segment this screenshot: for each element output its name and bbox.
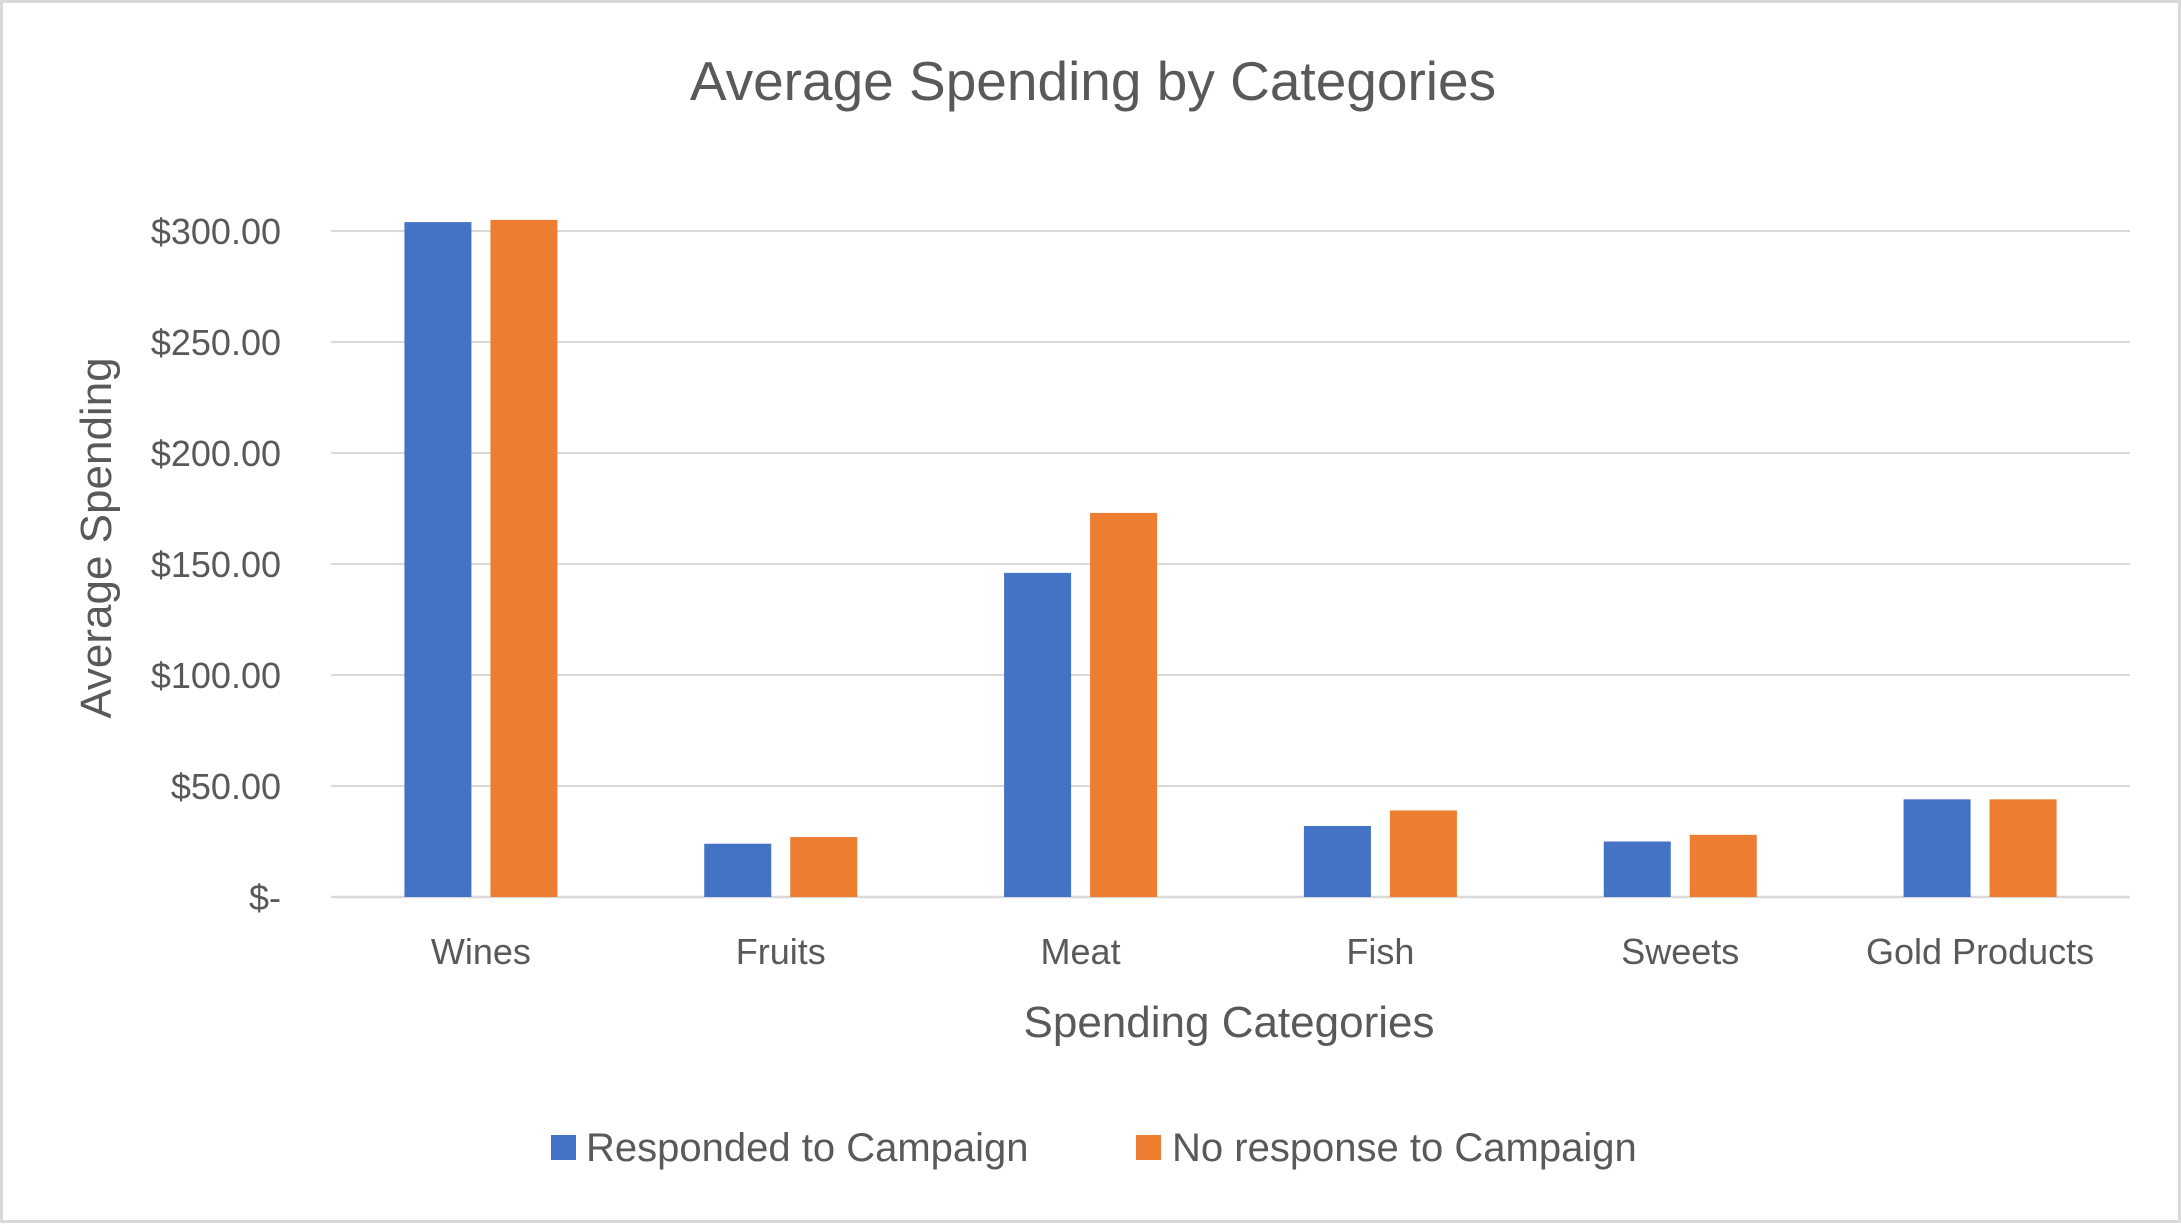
bar-fish-no-response xyxy=(1389,810,1457,897)
y-tick-label: $150.00 xyxy=(151,544,281,585)
legend-label: Responded to Campaign xyxy=(586,1126,1029,1170)
x-tick-labels: Wines Fruits Meat Fish Sweets Gold Products xyxy=(431,931,2094,972)
legend-swatch-no-response xyxy=(1136,1135,1161,1160)
y-tick-label: $- xyxy=(249,877,281,918)
x-tick-label: Fish xyxy=(1346,931,1414,972)
y-tick-label: $250.00 xyxy=(151,322,281,363)
bar-fish-responded xyxy=(1303,825,1371,897)
y-tick-label: $300.00 xyxy=(151,211,281,252)
bar-chart: Average Spending by Categories $-$50.00$… xyxy=(72,50,2130,1170)
bar-meat-no-response xyxy=(1090,512,1158,897)
y-tick-label: $200.00 xyxy=(151,433,281,474)
bar-wines-no-response xyxy=(490,219,558,897)
bar-wines-responded xyxy=(404,222,472,897)
x-tick-label: Wines xyxy=(431,931,531,972)
y-tick-labels: $- $50.00 $100.00 $150.00 $200.00 $250.00 $300… xyxy=(151,211,281,918)
y-tick-label: $50.00 xyxy=(171,766,281,807)
legend-label: No response to Campaign xyxy=(1172,1126,1637,1170)
chart-title: Average Spending by Categories xyxy=(690,50,1496,112)
bar-meat-responded xyxy=(1004,572,1072,897)
x-tick-label: Fruits xyxy=(736,931,826,972)
x-axis-title: Spending Categories xyxy=(1024,998,1435,1047)
bar-gold-products-responded xyxy=(1903,799,1971,897)
bar-gold-products-no-response xyxy=(1989,799,2057,897)
bar-sweets-no-response xyxy=(1689,834,1757,897)
gridlines xyxy=(331,230,2130,899)
bar-sweets-responded xyxy=(1603,841,1671,897)
bar-fruits-responded xyxy=(704,843,772,897)
y-tick-label: $100.00 xyxy=(151,655,281,696)
x-tick-label: Sweets xyxy=(1621,931,1739,972)
legend: Responded to Campaign No response to Camp… xyxy=(551,1126,1637,1170)
y-axis-title: Average Spending xyxy=(72,357,121,718)
bar-fruits-no-response xyxy=(790,837,858,897)
x-tick-label: Gold Products xyxy=(1866,931,2094,972)
bars xyxy=(404,219,2057,897)
legend-swatch-responded xyxy=(551,1135,576,1160)
x-tick-label: Meat xyxy=(1041,931,1121,972)
